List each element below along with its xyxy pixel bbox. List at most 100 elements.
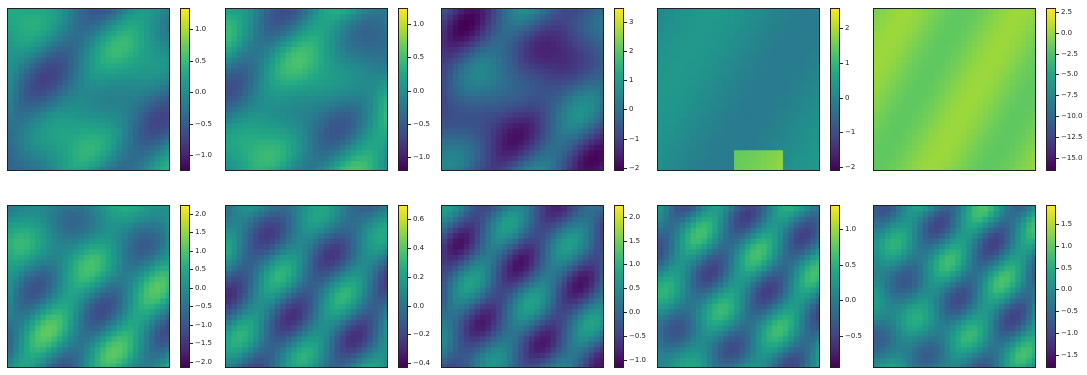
heatmap-cell xyxy=(799,25,806,32)
heatmap-cell xyxy=(895,139,902,146)
heatmap-cell xyxy=(274,85,281,91)
heatmap-cell xyxy=(318,144,325,151)
heatmap-cell xyxy=(561,63,568,70)
heatmap-cell xyxy=(572,30,579,37)
heatmap-cell xyxy=(793,57,800,64)
heatmap-cell xyxy=(663,68,670,75)
heatmap-cell xyxy=(566,74,573,81)
heatmap-cell xyxy=(62,95,69,102)
heatmap-cell xyxy=(895,123,902,129)
heatmap-cell xyxy=(777,79,784,86)
heatmap-cell xyxy=(378,30,384,37)
heatmap-cell xyxy=(67,106,74,113)
heatmap-cell xyxy=(111,36,118,42)
heatmap-cell xyxy=(685,166,691,170)
heatmap-cell xyxy=(928,161,935,167)
heatmap-cell xyxy=(728,19,735,26)
heatmap-cell xyxy=(701,123,708,129)
heatmap-cell xyxy=(960,161,967,167)
heatmap-cell xyxy=(706,161,713,167)
heatmap-cell xyxy=(78,254,85,261)
heatmap-cell xyxy=(24,57,31,64)
heatmap-cell xyxy=(583,52,590,59)
heatmap-cell xyxy=(539,36,546,42)
heatmap-cell xyxy=(950,95,956,102)
heatmap-cell xyxy=(788,30,795,37)
heatmap-cell xyxy=(1004,117,1011,124)
heatmap-cell xyxy=(993,14,1000,21)
heatmap-cell xyxy=(247,117,254,124)
heatmap-cell xyxy=(62,155,69,162)
heatmap-cell xyxy=(761,25,768,32)
heatmap-cell xyxy=(132,101,139,108)
heatmap-cell xyxy=(566,101,573,108)
heatmap-cell xyxy=(523,19,530,26)
heatmap-cell xyxy=(94,25,101,32)
heatmap-cell xyxy=(264,47,270,53)
heatmap-cell xyxy=(583,30,590,37)
heatmap-cell xyxy=(884,68,891,75)
heatmap-cell xyxy=(955,30,962,37)
heatmap-cell xyxy=(67,90,74,97)
heatmap-cell xyxy=(323,57,330,64)
heatmap-cell xyxy=(274,123,281,129)
heatmap-cell xyxy=(577,52,584,59)
heatmap-cell xyxy=(523,52,530,59)
heatmap-cell xyxy=(556,166,562,170)
heatmap-cell xyxy=(46,128,52,135)
heatmap-cell xyxy=(782,85,789,91)
heatmap-cell xyxy=(345,133,352,140)
heatmap-cell xyxy=(674,106,681,113)
heatmap-cell xyxy=(62,47,69,53)
heatmap-cell xyxy=(116,117,123,124)
heatmap-cell xyxy=(361,161,368,167)
heatmap-cell xyxy=(474,112,481,119)
heatmap-cell xyxy=(329,155,336,162)
heatmap-cell xyxy=(474,63,481,70)
heatmap-cell xyxy=(594,25,600,32)
heatmap-cell xyxy=(912,47,918,53)
heatmap-cell xyxy=(296,161,303,167)
heatmap-cell xyxy=(668,41,675,48)
heatmap-cell xyxy=(40,216,47,223)
heatmap-cell xyxy=(165,244,169,250)
heatmap-cell xyxy=(13,123,20,129)
heatmap-cell xyxy=(799,14,806,21)
heatmap-cell xyxy=(302,123,308,129)
heatmap-cell xyxy=(755,101,762,108)
heatmap-cell xyxy=(296,30,303,37)
heatmap-cell xyxy=(253,144,259,151)
heatmap-cell xyxy=(588,25,595,32)
heatmap-cell xyxy=(236,25,243,32)
heatmap-cell xyxy=(111,128,118,135)
heatmap-cell xyxy=(8,227,14,234)
heatmap-cell xyxy=(793,155,800,162)
heatmap-cell xyxy=(247,123,254,129)
heatmap-cell xyxy=(566,14,573,21)
heatmap-cell xyxy=(89,166,96,170)
heatmap-cell xyxy=(895,112,902,119)
heatmap-cell xyxy=(706,57,713,64)
heatmap-cell xyxy=(105,63,112,70)
heatmap-cell xyxy=(340,144,346,151)
heatmap-cell xyxy=(165,47,169,53)
heatmap-cell xyxy=(599,52,603,59)
heatmap-cell xyxy=(810,101,816,108)
heatmap-cell xyxy=(658,47,664,53)
heatmap-cell xyxy=(912,63,918,70)
heatmap-cell xyxy=(701,133,708,140)
heatmap-cell xyxy=(728,161,735,167)
heatmap-cell xyxy=(285,144,292,151)
heatmap-cell xyxy=(599,30,603,37)
heatmap-cell xyxy=(149,52,156,59)
heatmap-cell xyxy=(982,150,989,157)
heatmap-cell xyxy=(452,123,459,129)
heatmap-cell xyxy=(340,139,346,146)
heatmap-cell xyxy=(588,79,595,86)
heatmap-cell xyxy=(24,47,31,53)
heatmap-cell xyxy=(1020,161,1027,167)
heatmap-cell xyxy=(236,9,243,15)
heatmap-cell xyxy=(8,19,14,26)
heatmap-cell xyxy=(744,128,751,135)
heatmap-cell xyxy=(583,139,590,146)
